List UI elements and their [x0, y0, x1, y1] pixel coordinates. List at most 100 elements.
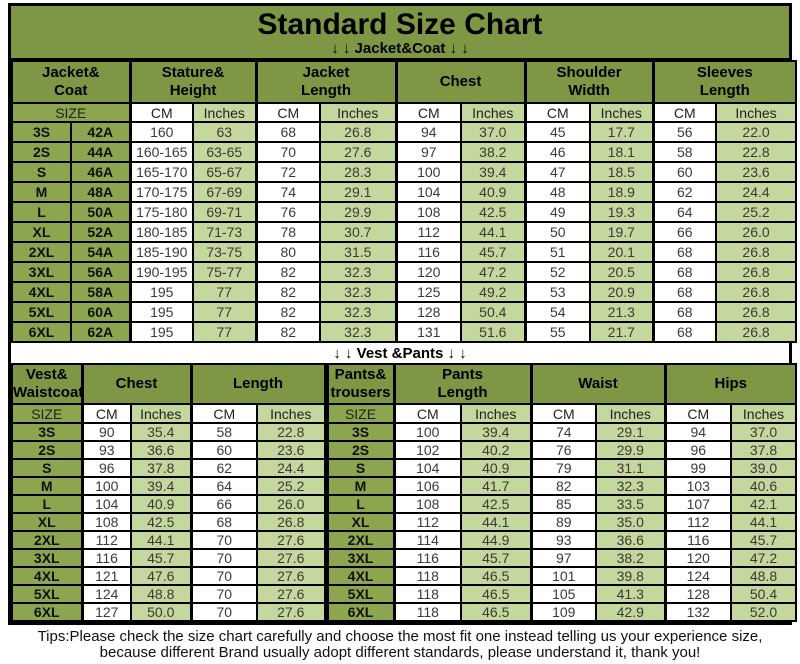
table-row: 5XL 60A 195 77 82 32.3 128 50.4 54 21.3 68 26.8: [11, 301, 798, 323]
value-cell: 32.3: [319, 301, 398, 323]
value-cell: 58: [651, 141, 718, 163]
value-cell: 114: [392, 530, 462, 550]
value-cell: 116: [392, 548, 462, 568]
value-cell: 121: [80, 566, 132, 586]
value-cell: 185-190: [128, 241, 195, 263]
unit-header: Inches: [319, 102, 398, 123]
value-cell: 27.6: [256, 602, 327, 622]
tips-line-2: because different Brand usually adopt di…: [99, 644, 701, 661]
unit-header: Inches: [460, 102, 527, 123]
table-row: 3S 90 35.4 58 22.8 3S 100 39.4 74 29.1 94 37.0: [11, 422, 798, 442]
value-cell: 39.4: [460, 422, 532, 442]
value-cell: 53: [523, 281, 592, 303]
value-cell: 112: [392, 512, 462, 532]
value-cell: 26.8: [715, 241, 798, 263]
column-group-header: Sleeves Length: [651, 60, 798, 104]
value-cell: 68: [254, 121, 322, 143]
size-cell: 6XL: [11, 321, 72, 343]
value-cell: 124: [80, 584, 132, 604]
value-cell: 49: [523, 201, 592, 223]
size-cell: 6XL: [323, 602, 395, 622]
size-cell: 4XL: [323, 566, 395, 586]
unit-header: CM: [80, 403, 132, 424]
value-cell: 70: [189, 584, 258, 604]
value-cell: 82: [254, 261, 322, 283]
size-cell: 3S: [11, 422, 83, 442]
column-group-header: Length: [189, 363, 327, 405]
value-cell: 20.1: [589, 241, 655, 263]
value-cell: 39.4: [130, 476, 192, 496]
value-cell: 46: [523, 141, 592, 163]
table-row: L 104 40.9 66 26.0 L 108 42.5 85 33.5 107 42.1: [11, 494, 798, 514]
column-group-header: Pants Length: [392, 363, 532, 405]
value-cell: 18.9: [589, 181, 655, 203]
value-cell: 165-170: [128, 161, 195, 183]
unit-header-row: SIZE CM Inches CM Inches SIZE CM Inches CM Inches…: [11, 403, 798, 424]
value-cell: 190-195: [128, 261, 195, 283]
value-cell: 76: [254, 201, 322, 223]
unit-header: CM: [663, 403, 733, 424]
value-cell: 195: [128, 281, 195, 303]
value-cell: 29.9: [594, 440, 667, 460]
value-cell: 19.3: [589, 201, 655, 223]
value-cell: 40.9: [460, 181, 527, 203]
value-cell: 58: [189, 422, 258, 442]
value-cell: 94: [394, 121, 463, 143]
value-cell: 75-77: [192, 261, 258, 283]
value-cell: 104: [394, 181, 463, 203]
value-cell: 32.3: [319, 321, 398, 343]
value-cell: 96: [663, 440, 733, 460]
value-cell: 38.2: [460, 141, 527, 163]
value-cell: 41.7: [460, 476, 532, 496]
value-cell: 46.5: [460, 566, 532, 586]
size-cell: 2S: [11, 440, 83, 460]
value-cell: 52.0: [730, 602, 798, 622]
value-cell: 18.5: [589, 161, 655, 183]
value-cell: 160: [128, 121, 195, 143]
value-cell: 82: [254, 321, 322, 343]
unit-header: CM: [394, 102, 463, 123]
unit-header-row: SIZE CM Inches CM Inches CM Inches CM Inches CM In…: [10, 102, 798, 123]
value-cell: 47.6: [130, 566, 192, 586]
size-cell: 4XL: [11, 281, 72, 303]
value-cell: 77: [192, 321, 258, 343]
size-cell: XL: [11, 221, 72, 243]
value-cell: 27.6: [319, 141, 398, 163]
value-cell: 26.0: [256, 494, 327, 514]
value-cell: 42.5: [130, 512, 192, 532]
value-cell: 42.9: [594, 602, 667, 622]
size-cell: 3S: [323, 422, 395, 442]
size-cell: 2S: [11, 141, 72, 163]
group-header-row: Jacket& Coat Stature& Height Jacket Length…: [10, 60, 798, 104]
value-cell: 50.4: [460, 301, 527, 323]
value-cell: 103: [663, 476, 733, 496]
table-row: 3XL 116 45.7 70 27.6 3XL 116 45.7 97 38.2 120 47.2: [11, 548, 798, 568]
value-cell: 118: [392, 584, 462, 604]
value-cell: 33.5: [594, 494, 667, 514]
value-cell: 27.6: [256, 548, 327, 568]
value-cell: 128: [394, 301, 463, 323]
value-cell: 64: [651, 201, 718, 223]
value-cell: 116: [663, 530, 733, 550]
value-cell: 47.2: [460, 261, 527, 283]
value-cell: 195: [128, 321, 195, 343]
value-cell: 31.1: [594, 458, 667, 478]
size-cell: 60A: [69, 301, 132, 323]
value-cell: 32.3: [594, 476, 667, 496]
column-group-header: Jacket Length: [254, 60, 398, 104]
unit-header: CM: [189, 403, 258, 424]
value-cell: 45.7: [730, 530, 798, 550]
value-cell: 82: [529, 476, 597, 496]
value-cell: 17.7: [589, 121, 655, 143]
value-cell: 112: [80, 530, 132, 550]
value-cell: 44.1: [460, 512, 532, 532]
value-cell: 65-67: [192, 161, 258, 183]
value-cell: 104: [392, 458, 462, 478]
value-cell: 35.4: [130, 422, 192, 442]
unit-header: CM: [651, 102, 718, 123]
value-cell: 82: [254, 301, 322, 323]
size-cell: 2XL: [11, 530, 83, 550]
value-cell: 108: [392, 494, 462, 514]
value-cell: 39.0: [730, 458, 798, 478]
unit-header: Inches: [730, 403, 798, 424]
